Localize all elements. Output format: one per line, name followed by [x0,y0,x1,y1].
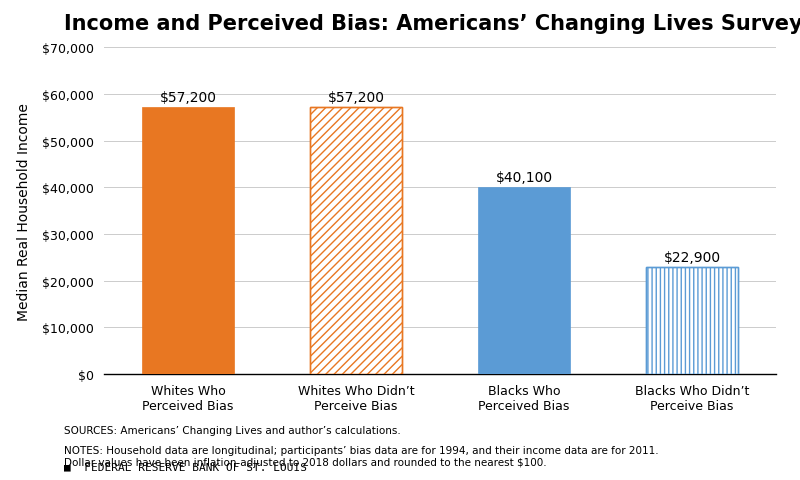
Text: $57,200: $57,200 [159,90,217,105]
Y-axis label: Median Real Household Income: Median Real Household Income [17,103,31,320]
Text: $22,900: $22,900 [663,251,721,264]
Text: Income and Perceived Bias: Americans’ Changing Lives Survey Data: Income and Perceived Bias: Americans’ Ch… [64,14,800,35]
Bar [478,187,570,374]
Text: SOURCES: Americans’ Changing Lives and author’s calculations.: SOURCES: Americans’ Changing Lives and a… [64,425,401,435]
Bar [142,108,234,374]
Text: $40,100: $40,100 [495,170,553,184]
Bar [310,108,402,374]
Text: ■  FEDERAL RESERVE BANK OF ST. LOUIS: ■ FEDERAL RESERVE BANK OF ST. LOUIS [64,461,307,471]
Bar [646,268,738,374]
Bar [310,108,402,374]
Bar [646,268,738,374]
Text: NOTES: Household data are longitudinal; participants’ bias data are for 1994, an: NOTES: Household data are longitudinal; … [64,445,658,467]
Text: $57,200: $57,200 [327,90,385,105]
